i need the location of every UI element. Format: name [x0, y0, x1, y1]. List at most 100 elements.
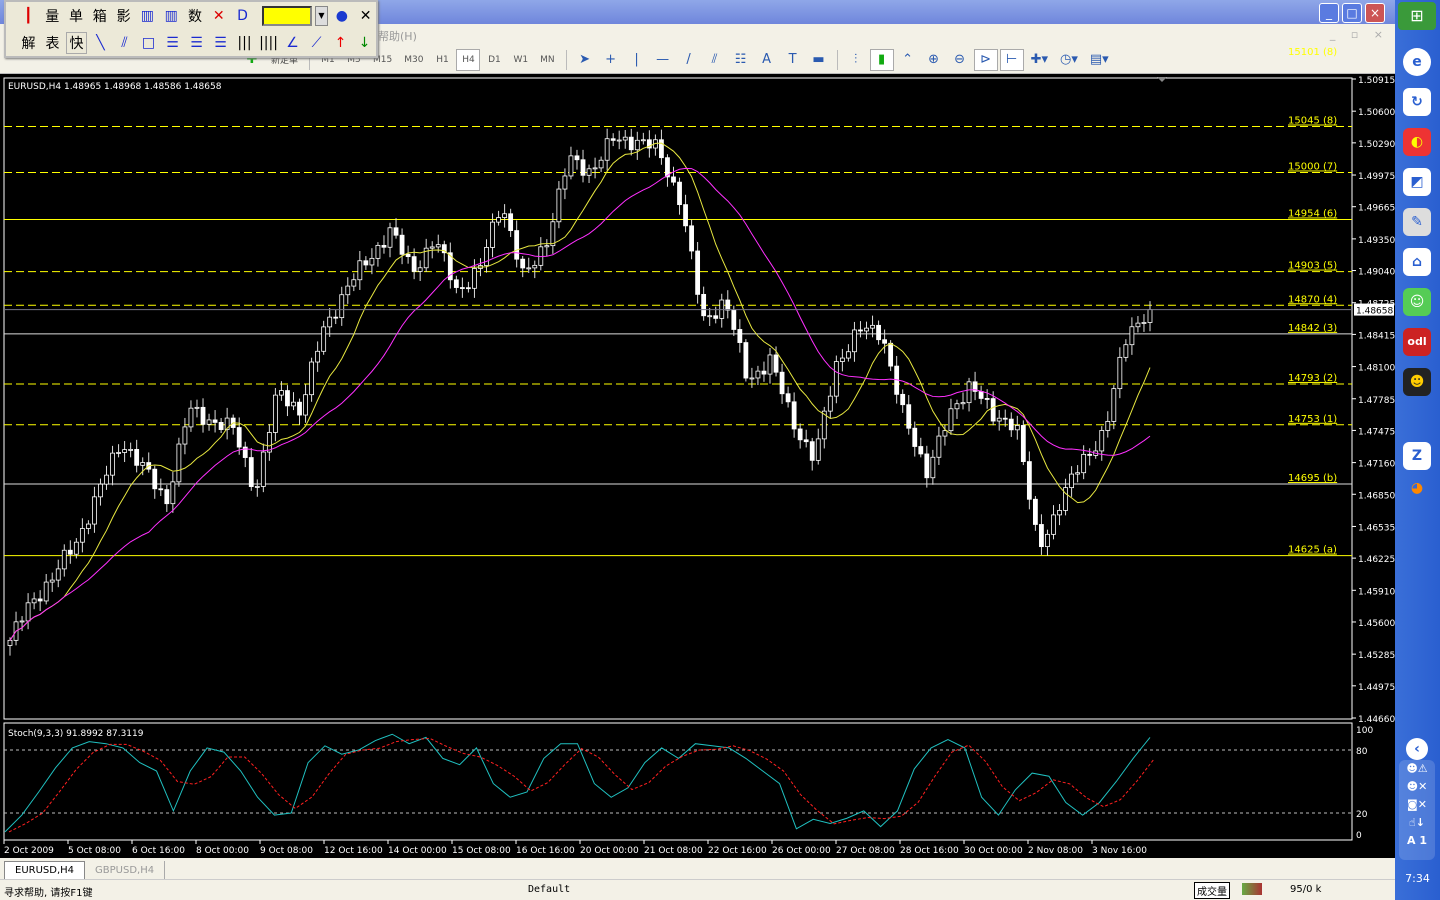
tool-6[interactable]: 解 [21, 35, 36, 52]
price-tick-label: 1.49975 [1358, 172, 1395, 182]
candlestick-icon[interactable]: ▮ [869, 48, 894, 71]
app-icon[interactable]: ↻ [1403, 88, 1431, 116]
app-icon[interactable]: ◐ [1403, 128, 1431, 156]
bars-icon[interactable]: ▥ [140, 7, 154, 24]
timeframe-m5[interactable]: M5 [347, 54, 361, 65]
app-icon[interactable]: ⌂ [1403, 248, 1431, 276]
equidistant-channel-icon[interactable]: ⫽ [711, 52, 718, 67]
maximize-button[interactable]: □ [1342, 3, 1362, 23]
channel-icon[interactable]: ⫽ [121, 34, 128, 51]
tool-5[interactable]: 数 [187, 8, 202, 25]
fan-icon[interactable]: ∠ [286, 34, 299, 51]
mdi-window-buttons[interactable]: _ ▫ × [1329, 28, 1389, 41]
cross-icon[interactable]: ✕ [212, 7, 225, 24]
timeframe-d1[interactable]: D1 [488, 54, 501, 65]
candle-bear [610, 138, 616, 141]
ie-icon[interactable]: e [1403, 48, 1431, 76]
qq-icon[interactable]: ☻ [1403, 368, 1431, 396]
arrows-icon[interactable]: ▬ [812, 52, 825, 67]
candle-icon[interactable]: ┃ [24, 7, 33, 24]
chart-window[interactable]: 1.50915 1.50600 1.50290 1.49975 1.49665 1.493… [0, 74, 1395, 858]
zoom-in-icon[interactable]: ⊕ [928, 52, 940, 67]
fibonacci-icon[interactable]: ☷ [734, 52, 747, 67]
candle-bull [640, 139, 646, 142]
windows-logo-icon[interactable]: ⊞ [1398, 2, 1436, 30]
cursor-icon[interactable]: ➤ [579, 52, 591, 67]
timeframe-m15[interactable]: M15 [373, 54, 393, 65]
chart-canvas[interactable]: 1.50915 1.50600 1.50290 1.49975 1.49665 1.493… [0, 74, 1395, 858]
timeframe-w1[interactable]: W1 [513, 54, 529, 65]
candle-bull [73, 541, 79, 555]
minimize-button[interactable]: _ [1319, 3, 1339, 23]
cycle-lines2-icon[interactable]: |||| [259, 34, 278, 51]
app-icon[interactable]: Z [1403, 442, 1431, 470]
tool-4[interactable]: 影 [116, 8, 131, 25]
bars2-icon[interactable]: ▥ [164, 7, 178, 24]
status-volume[interactable]: 成交量 [1194, 882, 1230, 899]
new-order-button[interactable]: 新定单 [271, 56, 299, 66]
tool-3[interactable]: 箱 [92, 8, 107, 25]
tool-8[interactable]: 快 [66, 31, 87, 54]
candle-bull [98, 483, 103, 498]
level-label: 14625 (a) [1288, 545, 1337, 556]
menu-help[interactable]: 帮助(H) [378, 30, 417, 43]
color-picker[interactable] [261, 5, 312, 26]
price-tick-label: 1.45600 [1358, 619, 1395, 629]
text-label-icon[interactable]: T [788, 52, 797, 67]
auto-scroll-icon[interactable]: ⊳ [973, 48, 998, 71]
color-dropdown[interactable]: ▼ [314, 5, 329, 26]
text-icon[interactable]: ☰ [214, 34, 227, 51]
odl-icon[interactable]: odl [1403, 328, 1431, 356]
time-label: 12 Oct 16:00 [324, 846, 383, 856]
candle-bear [773, 354, 779, 373]
close-button[interactable]: × [1365, 3, 1385, 23]
system-tray-icons[interactable]: ☻⚠ ☻✕ ◙✕ ☝↓ A 1 [1399, 760, 1435, 860]
dx-icon[interactable]: D [237, 7, 248, 24]
horizontal-line-icon[interactable]: — [656, 52, 670, 67]
app-icon[interactable]: ◩ [1403, 168, 1431, 196]
line-chart-icon[interactable]: ⌃ [902, 52, 914, 67]
timeframe-m30[interactable]: M30 [404, 54, 424, 65]
candle-bear [803, 439, 809, 443]
candle-bear [134, 449, 140, 466]
gann-icon[interactable]: ☰ [166, 34, 179, 51]
trendline-icon[interactable]: / [686, 52, 691, 67]
chart-shift-icon[interactable]: ⊢ [999, 48, 1024, 71]
tool-7[interactable]: 表 [45, 35, 60, 52]
paint-icon[interactable]: ✎ [1403, 208, 1431, 236]
line-icon[interactable]: ╲ [96, 34, 105, 51]
candle-bear [1087, 453, 1093, 456]
timeframe-mn[interactable]: MN [540, 54, 555, 65]
periods-icon[interactable]: ◷▾ [1060, 52, 1078, 67]
crosshair-icon[interactable]: + [605, 52, 617, 67]
zoom-out-icon[interactable]: ⊖ [954, 52, 966, 67]
vertical-line-icon[interactable]: | [634, 52, 639, 67]
close-toolbar-icon[interactable]: ✕ [359, 7, 372, 24]
candle-bull [948, 408, 954, 432]
tool-1[interactable]: 量 [45, 8, 60, 25]
tool-2[interactable]: 单 [68, 8, 83, 25]
rectangle-icon[interactable]: □ [141, 34, 156, 51]
candle-bull [254, 486, 260, 488]
tray-expand-icon[interactable]: ‹ [1406, 738, 1428, 760]
new-order-icon[interactable]: ✚ [246, 52, 258, 67]
tab-eurusd-h4[interactable]: EURUSD,H4 [4, 861, 86, 879]
timeframe-m1[interactable]: M1 [321, 54, 335, 65]
chart-shift-marker [1157, 77, 1167, 82]
arrow-down-icon[interactable]: ↓ [358, 34, 371, 51]
tab-gbpusd-h4[interactable]: GBPUSD,H4 [85, 861, 166, 879]
text-icon[interactable]: A [762, 52, 772, 67]
help-icon[interactable]: ● [335, 7, 348, 24]
arrow-up-icon[interactable]: ↑ [334, 34, 347, 51]
app-icon[interactable]: ◕ [1410, 480, 1424, 496]
templates-icon[interactable]: ▤▾ [1089, 52, 1109, 67]
fan2-icon[interactable]: ⟋ [311, 34, 322, 51]
messenger-icon[interactable]: ☺ [1403, 288, 1431, 316]
bar-chart-icon[interactable]: ⫶ [853, 52, 858, 67]
indicators-icon[interactable]: ✚▾ [1030, 52, 1048, 67]
candle-bull [598, 159, 604, 169]
timeframe-h1[interactable]: H1 [436, 54, 449, 65]
fibo-icon[interactable]: ☰ [190, 34, 203, 51]
timeframe-h4[interactable]: H4 [456, 48, 481, 71]
cycle-lines-icon[interactable]: ||| [237, 34, 252, 51]
